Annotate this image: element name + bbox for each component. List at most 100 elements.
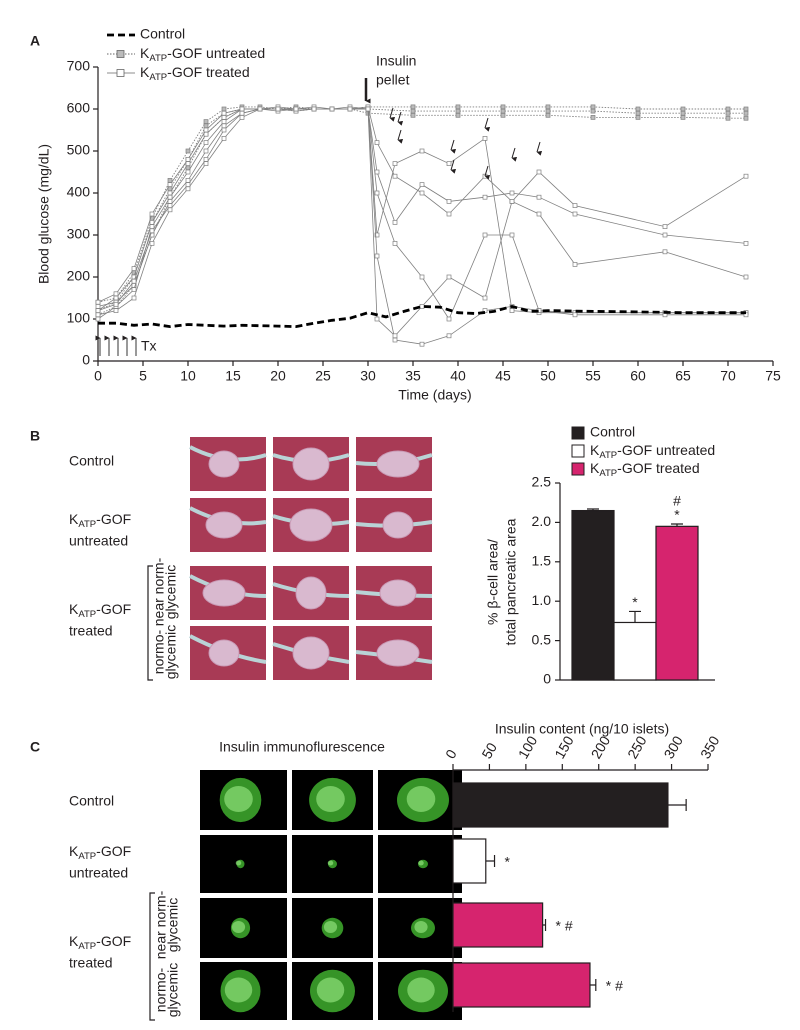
significance-mark: # [673, 493, 681, 509]
data-point [185, 148, 191, 154]
text-part: K [140, 45, 150, 61]
series-line [97, 108, 747, 320]
panel-label: C [30, 739, 40, 755]
data-point [113, 301, 119, 307]
subgroup-label: glycemic [165, 898, 181, 952]
data-point [185, 169, 191, 175]
data-point [500, 104, 506, 110]
x-tick-label: 75 [765, 368, 781, 384]
data-point [239, 110, 245, 116]
row-label: KATP-GOF [69, 843, 131, 862]
data-point [203, 157, 209, 162]
text-part: -GOF treated [167, 64, 249, 80]
text-part: K [140, 64, 150, 80]
row-label: treated [69, 955, 113, 971]
annotation: Insulin [376, 53, 416, 69]
y-tick-label: 0 [82, 352, 90, 368]
data-point [113, 291, 119, 297]
data-point [203, 123, 209, 129]
y-tick-label: 500 [67, 142, 91, 158]
text-part: ATP [78, 519, 96, 530]
y-axis-label: % β-cell area/ [485, 539, 501, 625]
islet-core [235, 860, 242, 866]
subgroup-label: near norm- [153, 890, 169, 959]
x-axis-label: Time (days) [398, 387, 471, 403]
text-part: ATP [78, 851, 96, 862]
data-point [239, 115, 245, 120]
data-point [131, 278, 137, 284]
series-line [97, 108, 746, 312]
islet [205, 511, 243, 539]
event-arrow [397, 111, 404, 126]
data-point [203, 127, 209, 133]
series-line [97, 106, 746, 314]
bar [655, 525, 699, 681]
data-point [482, 295, 488, 301]
text-part: -GOF [96, 933, 131, 949]
islet-core [231, 921, 246, 933]
error-bar [629, 610, 641, 623]
x-tick-label: 10 [180, 368, 196, 384]
row-label: KATP-GOF [69, 933, 131, 952]
text-part: ATP [599, 468, 617, 479]
islet [382, 511, 414, 539]
islet-core [327, 860, 334, 866]
event-arrow [389, 107, 396, 122]
bar [452, 962, 591, 1008]
error-bar [589, 979, 597, 991]
y-axis-label: total pancreatic area [503, 518, 519, 645]
significance-mark: * [505, 854, 511, 870]
x-tick-label: 200 [588, 733, 614, 761]
data-point [374, 169, 380, 175]
legend-marker [116, 50, 125, 58]
bar [571, 509, 615, 681]
data-point [455, 108, 461, 114]
event-arrow [536, 141, 543, 156]
bar [613, 621, 657, 681]
bracket [149, 892, 155, 1021]
data-point [500, 112, 506, 118]
data-point [662, 224, 668, 229]
islet-core [407, 977, 435, 1003]
data-point [725, 110, 731, 116]
islet [202, 579, 246, 607]
data-point [509, 199, 515, 204]
data-point [149, 224, 155, 229]
x-tick-label: 45 [495, 368, 511, 384]
data-point [203, 119, 209, 124]
data-point [545, 112, 551, 118]
x-tick-label: 65 [675, 368, 691, 384]
x-tick-label: 55 [585, 368, 601, 384]
event-arrow [397, 129, 404, 144]
text-part: -GOF [96, 601, 131, 617]
y-tick-label: 400 [67, 184, 91, 200]
legend-label: Control [140, 26, 185, 42]
data-point [455, 104, 461, 110]
data-point [365, 106, 371, 112]
data-point [167, 203, 173, 208]
y-tick-label: 1.0 [532, 592, 552, 608]
y-axis-label: Blood glucose (mg/dL) [36, 144, 52, 284]
event-arrow [450, 139, 457, 154]
text-part: K [69, 601, 79, 617]
text-part: K [69, 933, 79, 949]
data-point [347, 106, 353, 112]
data-point [392, 241, 398, 246]
error-bar [485, 855, 496, 867]
panel-label: A [30, 33, 40, 49]
data-point [392, 161, 398, 166]
panel-label: B [30, 428, 40, 444]
x-tick-label: 60 [630, 368, 646, 384]
x-tick-label: 35 [405, 368, 421, 384]
legend-swatch [571, 462, 585, 476]
data-point [509, 308, 515, 313]
data-point [482, 232, 488, 238]
x-tick-label: 100 [515, 733, 541, 761]
y-tick-label: 100 [67, 310, 91, 326]
data-point [572, 203, 578, 208]
text-part: -GOF treated [617, 460, 699, 476]
data-point [203, 148, 209, 154]
series-line [97, 106, 747, 316]
data-point [419, 148, 425, 154]
